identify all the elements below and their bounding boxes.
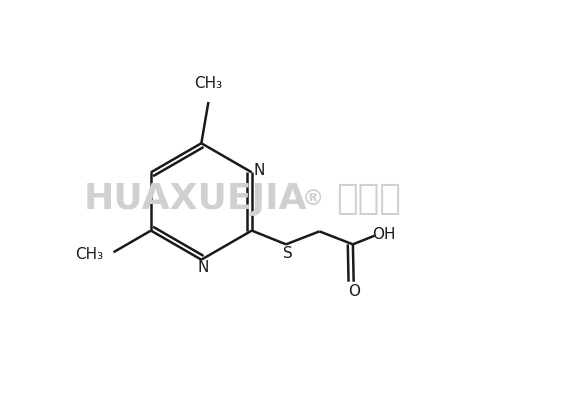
Text: O: O [347, 284, 360, 299]
Text: N: N [253, 163, 265, 178]
Text: HUAXUEJIA: HUAXUEJIA [83, 182, 307, 217]
Text: N: N [197, 260, 209, 275]
Text: CH₃: CH₃ [76, 247, 104, 262]
Text: S: S [283, 245, 293, 261]
Text: OH: OH [372, 227, 396, 242]
Text: CH₃: CH₃ [195, 76, 222, 91]
Text: ®: ® [302, 190, 325, 209]
Text: 化学加: 化学加 [336, 182, 401, 217]
